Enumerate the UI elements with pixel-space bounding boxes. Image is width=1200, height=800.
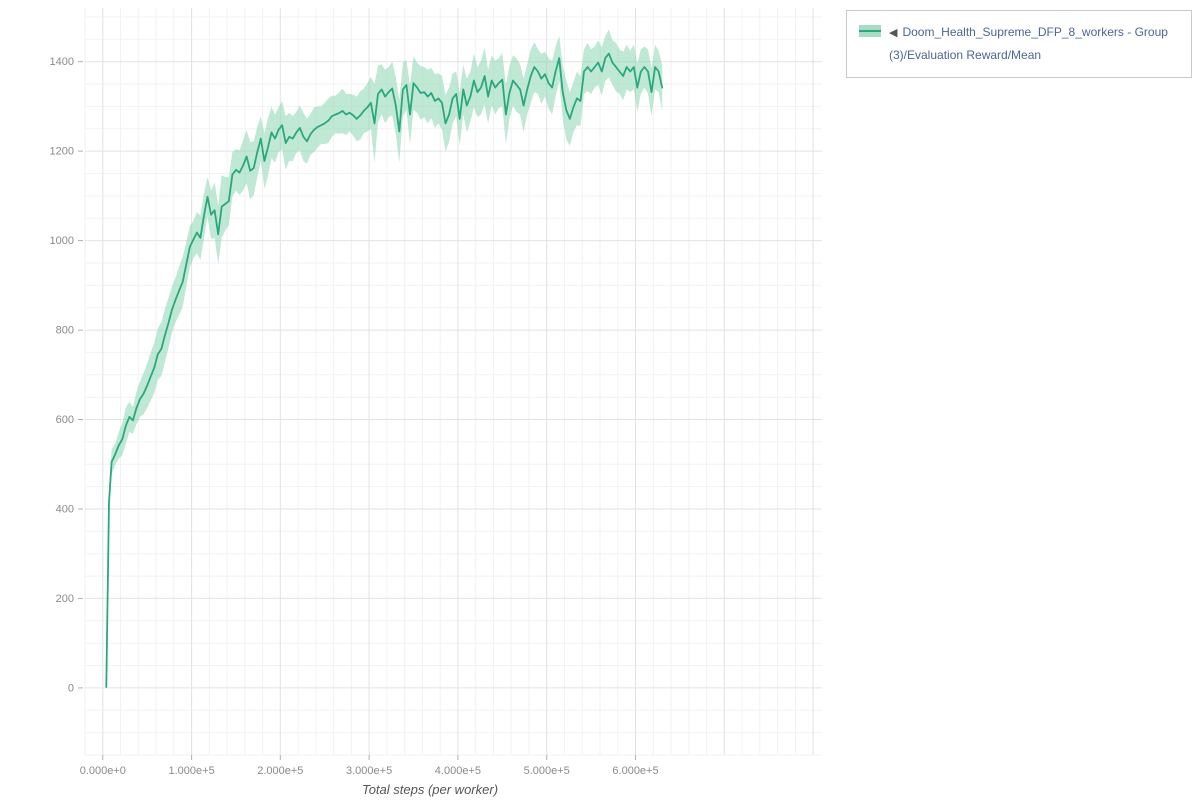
svg-text:1.000e+5: 1.000e+5 (169, 765, 215, 777)
svg-text:4.000e+5: 4.000e+5 (435, 765, 481, 777)
svg-text:0: 0 (68, 682, 74, 694)
svg-text:3.000e+5: 3.000e+5 (346, 765, 392, 777)
svg-text:200: 200 (56, 593, 74, 605)
legend: ◀ Doom_Health_Supreme_DFP_8_workers - Gro… (846, 10, 1192, 78)
series-name: Doom_Health_Supreme_DFP_8_workers - Grou… (889, 25, 1168, 62)
legend-item[interactable]: ◀ Doom_Health_Supreme_DFP_8_workers - Gro… (859, 21, 1179, 67)
svg-text:1400: 1400 (50, 56, 74, 68)
series-swatch-icon (859, 25, 881, 37)
svg-text:1200: 1200 (50, 146, 74, 158)
svg-text:800: 800 (56, 325, 74, 337)
legend-label: ◀ Doom_Health_Supreme_DFP_8_workers - Gro… (889, 21, 1179, 67)
svg-text:400: 400 (56, 504, 74, 516)
svg-text:2.000e+5: 2.000e+5 (257, 765, 303, 777)
svg-text:1000: 1000 (50, 235, 74, 247)
svg-text:0.000e+0: 0.000e+0 (80, 765, 126, 777)
left-triangle-icon: ◀ (889, 27, 898, 39)
svg-text:6.000e+5: 6.000e+5 (612, 765, 658, 777)
svg-text:5.000e+5: 5.000e+5 (524, 765, 570, 777)
svg-text:600: 600 (56, 414, 74, 426)
x-axis-title: Total steps (per worker) (361, 782, 499, 797)
series-line-icon (859, 30, 881, 32)
